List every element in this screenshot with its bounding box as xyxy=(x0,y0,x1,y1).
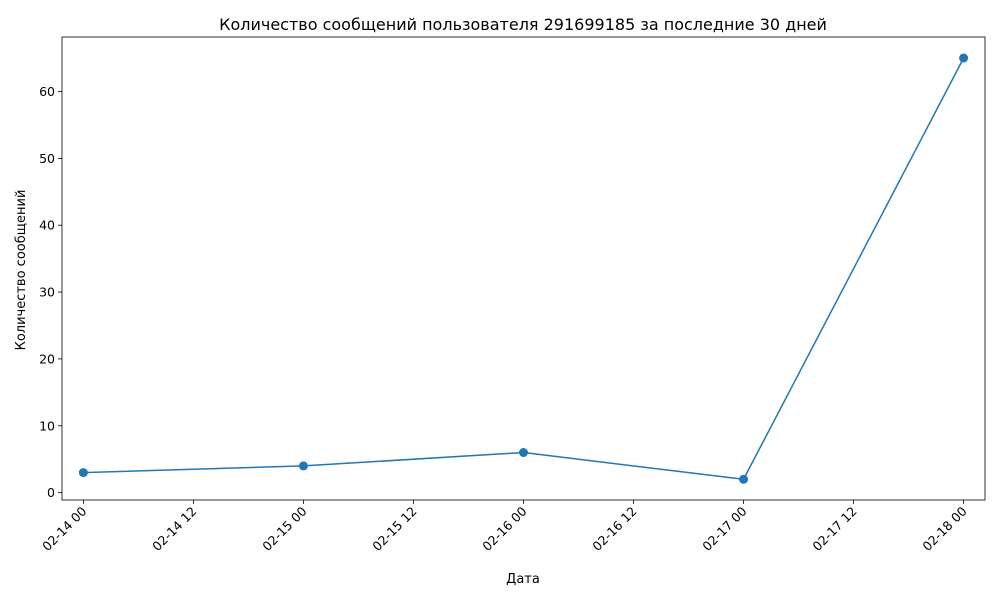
data-point-3 xyxy=(739,474,749,484)
data-point-0 xyxy=(78,468,88,478)
data-point-4 xyxy=(959,53,969,63)
x-tick-label: 02-17 12 xyxy=(809,504,859,554)
y-tick-label: 10 xyxy=(39,418,55,433)
x-tick-label: 02-18 00 xyxy=(919,503,969,553)
x-axis-label: Дата xyxy=(506,572,540,587)
x-tick-label: 02-15 12 xyxy=(369,504,419,554)
y-tick-label: 30 xyxy=(39,285,55,300)
plot-frame xyxy=(61,36,986,501)
y-tick-label: 60 xyxy=(39,84,55,99)
x-tick-label: 02-14 00 xyxy=(39,503,89,553)
y-tick-label: 20 xyxy=(39,351,55,366)
chart-title: Количество сообщений пользователя 291699… xyxy=(219,15,827,34)
x-tick-label: 02-15 00 xyxy=(259,503,309,553)
y-tick-label: 40 xyxy=(39,218,55,233)
y-tick-label: 50 xyxy=(39,151,55,166)
x-tick-label: 02-16 00 xyxy=(479,503,529,553)
data-point-2 xyxy=(519,448,528,458)
data-point-1 xyxy=(298,461,308,471)
y-axis-label: Количество сообщений xyxy=(14,190,29,351)
x-tick-label: 02-17 00 xyxy=(699,503,749,553)
x-tick-label: 02-14 12 xyxy=(149,504,199,554)
plot-area: 0 10 20 30 40 50 60 02-14 00 02-14 12 02-15 00 02-… xyxy=(39,36,986,554)
series-line-0 xyxy=(82,57,965,481)
y-tick-label: 0 xyxy=(47,485,55,500)
x-tick-label: 02-16 12 xyxy=(589,504,639,554)
